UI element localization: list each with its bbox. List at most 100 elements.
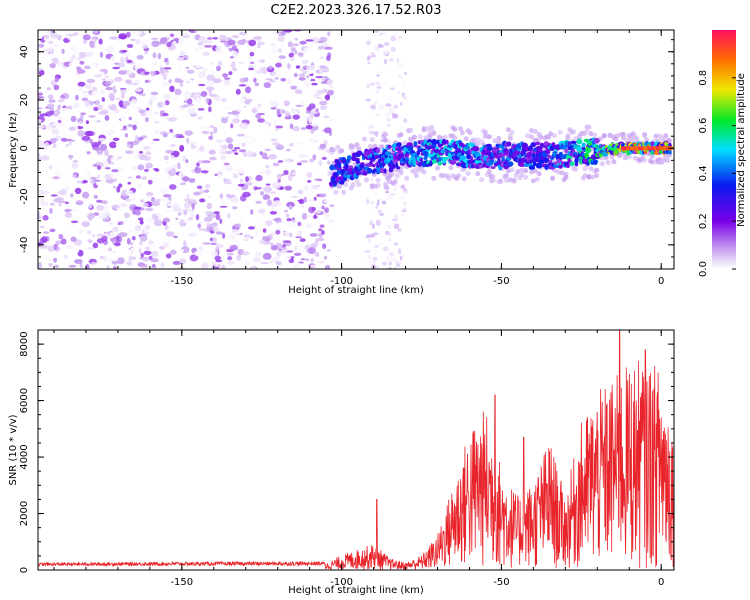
noise-blob — [235, 113, 239, 117]
ridge-point — [445, 139, 449, 144]
noise-blob — [72, 51, 82, 54]
ridge-halo — [461, 176, 467, 182]
noise-blob — [114, 108, 120, 114]
noise-blob — [322, 243, 327, 249]
noise-blob — [282, 231, 290, 237]
noise-blob — [295, 202, 301, 207]
noise-blob — [175, 191, 181, 199]
noise-blob — [180, 182, 187, 186]
noise-blob — [139, 93, 147, 97]
noise-blob — [323, 127, 332, 134]
noise-blob — [272, 162, 280, 167]
noise-blob — [372, 133, 375, 137]
noise-blob — [169, 85, 175, 93]
noise-blob — [68, 62, 73, 67]
noise-blob — [400, 197, 405, 200]
ridge-halo — [529, 128, 534, 134]
noise-blob — [38, 154, 41, 161]
noise-blob — [113, 178, 117, 182]
noise-blob — [262, 194, 271, 201]
noise-blob — [326, 55, 331, 62]
noise-blob — [287, 41, 293, 48]
noise-blob — [74, 247, 80, 254]
noise-blob — [388, 139, 392, 145]
noise-blob — [174, 88, 182, 96]
ridge-halo — [632, 155, 638, 161]
noise-blob — [109, 36, 118, 40]
noise-blob — [300, 258, 306, 261]
noise-blob — [391, 258, 396, 261]
noise-blob — [123, 212, 131, 219]
y-tick-label: 0 — [19, 145, 30, 151]
noise-blob — [60, 238, 67, 245]
noise-blob — [119, 202, 128, 208]
noise-blob — [318, 228, 323, 232]
noise-blob — [135, 38, 141, 45]
noise-blob — [144, 71, 150, 75]
noise-blob — [46, 87, 51, 91]
noise-blob — [385, 190, 390, 194]
noise-blob — [68, 264, 77, 268]
noise-blob — [257, 118, 265, 123]
noise-blob — [371, 259, 377, 266]
noise-blob — [60, 137, 68, 142]
noise-blob — [126, 261, 131, 266]
noise-blob — [221, 264, 226, 269]
noise-blob — [159, 187, 169, 194]
noise-blob — [215, 45, 222, 53]
noise-blob — [185, 66, 190, 69]
noise-blob — [217, 60, 223, 67]
noise-blob — [64, 265, 70, 269]
ridge-halo — [408, 127, 414, 133]
noise-blob — [47, 103, 55, 109]
noise-blob — [216, 65, 221, 72]
noise-blob — [127, 176, 133, 179]
ridge-point — [369, 161, 373, 165]
noise-blob — [39, 213, 43, 217]
noise-blob — [366, 98, 370, 102]
noise-blob — [222, 144, 228, 150]
noise-blob — [81, 221, 90, 228]
noise-blob — [40, 197, 44, 202]
noise-blob — [258, 208, 266, 214]
noise-blob — [403, 201, 407, 206]
noise-blob — [46, 260, 55, 264]
x-tick-label: -50 — [493, 577, 509, 588]
noise-blob — [108, 105, 113, 110]
noise-blob — [284, 209, 289, 213]
noise-blob — [193, 142, 200, 147]
noise-blob — [50, 79, 57, 87]
noise-blob — [282, 109, 286, 114]
noise-blob — [198, 83, 206, 87]
noise-blob — [186, 98, 193, 105]
noise-blob — [378, 104, 385, 110]
ridge-halo — [367, 144, 373, 149]
ridge-halo — [642, 157, 648, 163]
ridge-halo — [431, 175, 437, 181]
noise-blob — [147, 207, 153, 212]
ridge-point — [464, 146, 471, 150]
noise-blob — [319, 133, 326, 137]
noise-blob — [270, 101, 279, 109]
noise-blob — [124, 133, 129, 138]
y-tick-label: 40 — [19, 45, 30, 58]
noise-blob — [38, 67, 43, 71]
noise-blob — [231, 211, 240, 216]
ridge-point — [459, 142, 464, 147]
ridge-halo — [343, 182, 348, 188]
ridge-point — [329, 164, 335, 171]
noise-blob — [393, 188, 397, 192]
noise-blob — [329, 204, 335, 208]
noise-blob — [313, 214, 317, 219]
ridge-halo — [582, 166, 588, 172]
ridge-halo — [496, 136, 502, 141]
noise-blob — [191, 203, 195, 210]
noise-blob — [309, 111, 315, 119]
noise-blob — [38, 43, 45, 48]
noise-blob — [94, 74, 103, 78]
noise-blob — [285, 213, 290, 218]
noise-blob — [296, 262, 302, 268]
noise-blob — [259, 171, 267, 175]
noise-blob — [78, 229, 84, 234]
ridge-halo — [387, 179, 393, 184]
